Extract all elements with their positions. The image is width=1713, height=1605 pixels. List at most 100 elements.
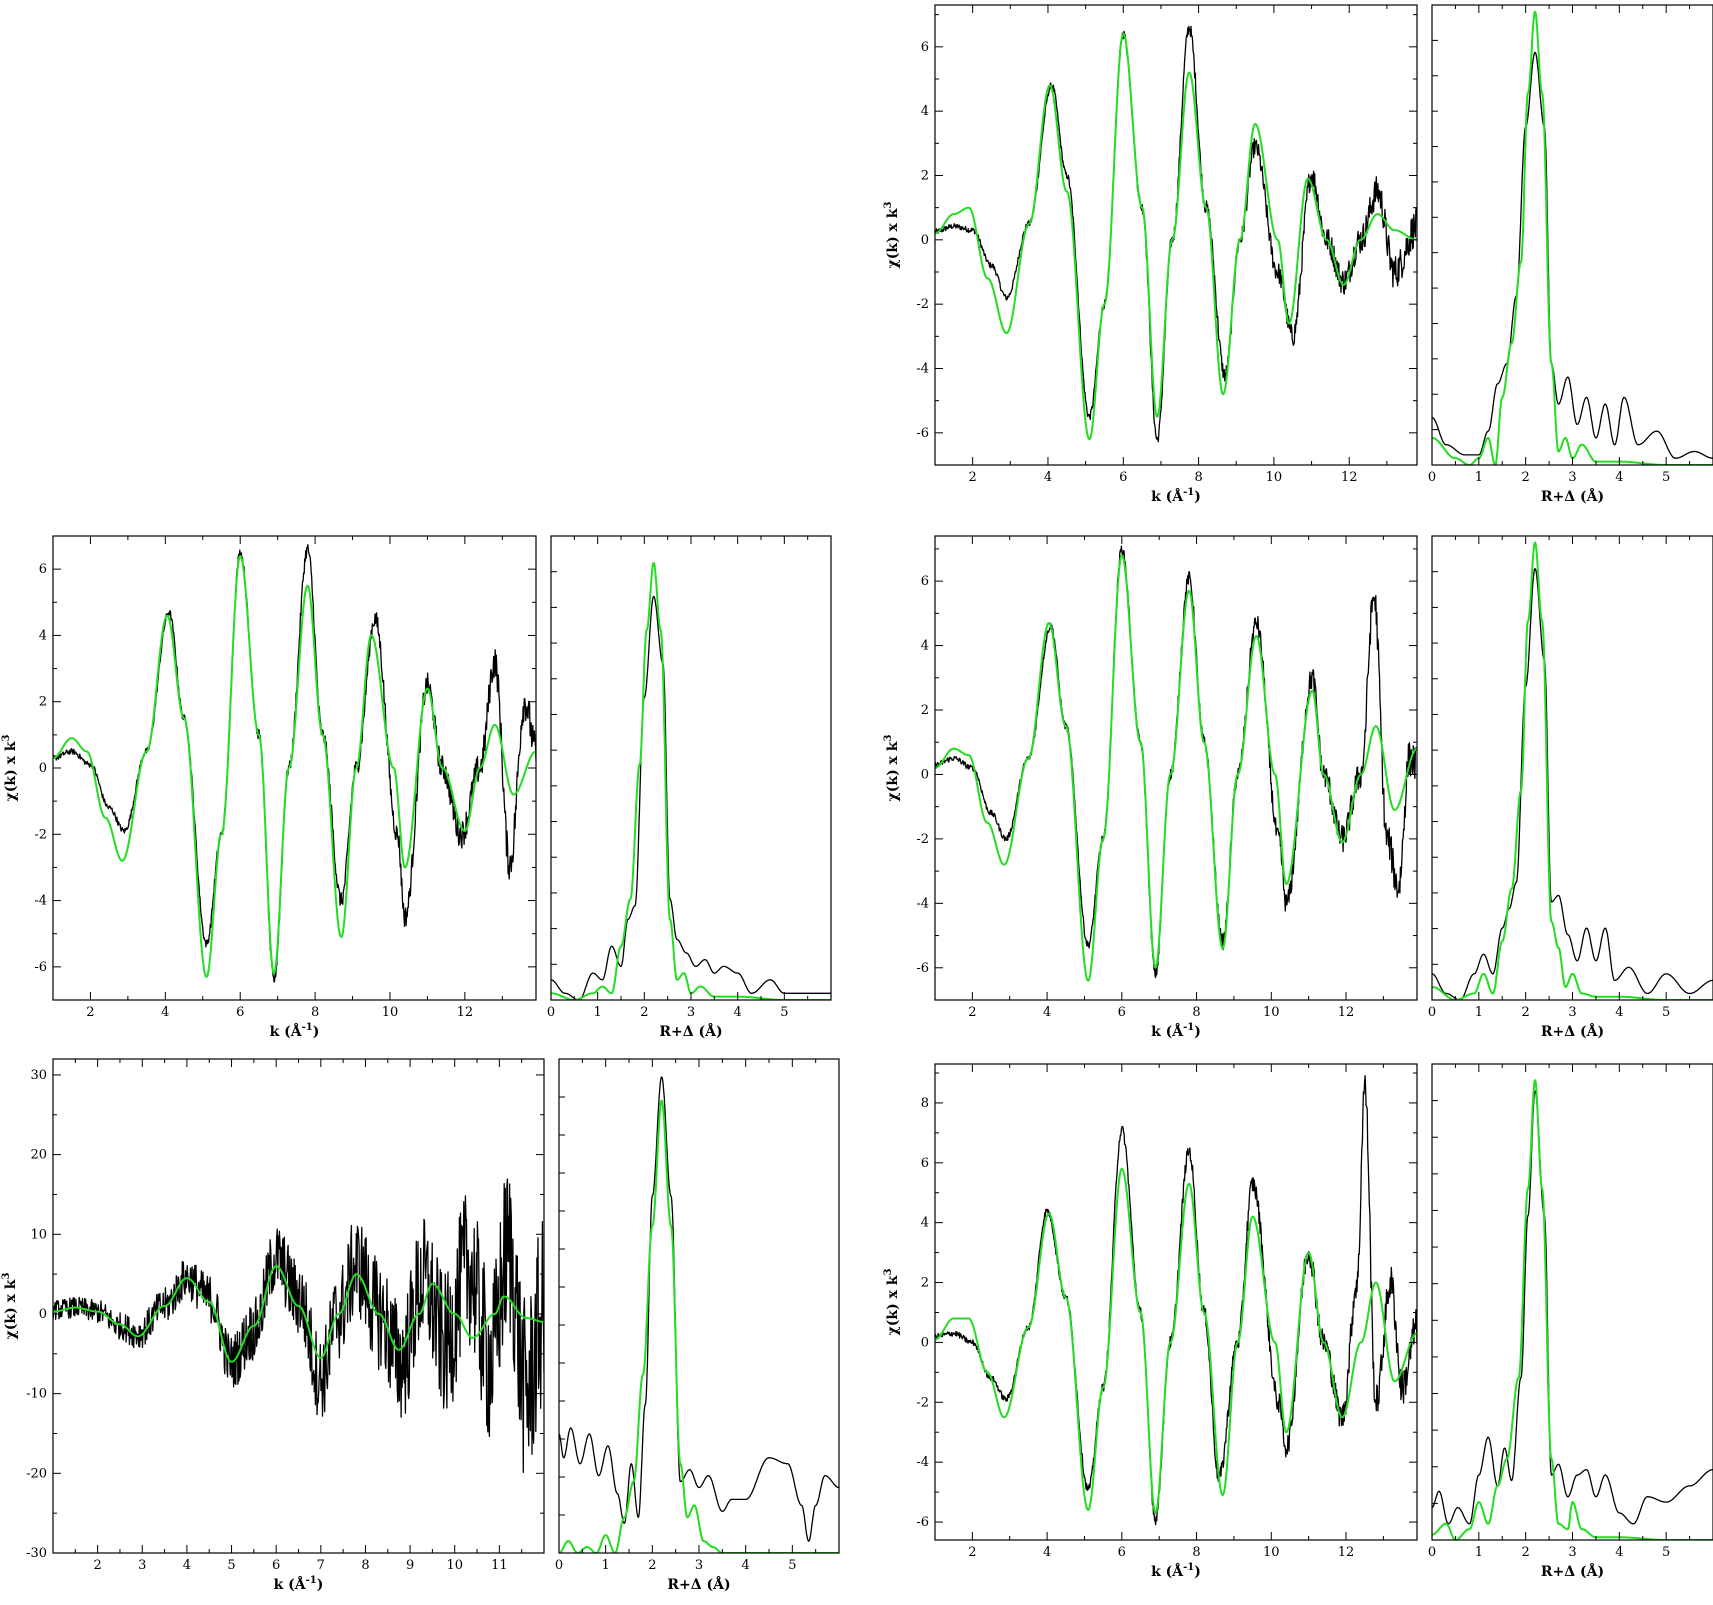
p5r-xtick-label: 0	[1428, 1545, 1436, 1560]
p3k-ytick-label: -6	[916, 961, 929, 976]
p1r-xtick-label: 4	[1615, 470, 1623, 485]
p5r-xtick-label: 2	[1522, 1545, 1530, 1560]
p4r-xtick-label: 5	[788, 1558, 796, 1573]
p4k-xtick-label: 2	[93, 1558, 101, 1573]
p1r-xtick-label: 3	[1568, 470, 1576, 485]
p4r-data-curve	[559, 1076, 839, 1542]
p5r-xtick-label: 3	[1568, 1545, 1576, 1560]
p4k-xtick-label: 4	[183, 1558, 191, 1573]
p5k-ytick-label: 4	[921, 1216, 929, 1231]
p3k-ytick-label: -2	[916, 832, 929, 847]
p4k-ytick-label: 0	[39, 1307, 47, 1322]
p4k-xtick-label: 10	[446, 1558, 463, 1573]
p2k-ytick-label: 0	[39, 761, 47, 776]
p4r-xtick-label: 2	[648, 1558, 656, 1573]
p2r-xlabel: R+Δ (Å)	[659, 1022, 722, 1040]
p5r-data-curve	[1432, 1090, 1713, 1525]
p1r-xtick-label: 2	[1522, 470, 1530, 485]
p1k-ytick-label: -6	[916, 426, 929, 441]
p3r-xtick-label: 0	[1428, 1005, 1436, 1020]
p5r-fit-curve	[1432, 1079, 1713, 1540]
p5k-xtick-label: 6	[1118, 1545, 1126, 1560]
p1r-xtick-label: 5	[1662, 470, 1670, 485]
p5k-xtick-label: 8	[1192, 1545, 1200, 1560]
p1r-xtick-label: 1	[1475, 470, 1483, 485]
p1r-xlabel: R+Δ (Å)	[1541, 487, 1604, 505]
p4r-xtick-label: 1	[602, 1558, 610, 1573]
p1k-xtick-label: 10	[1266, 470, 1283, 485]
p1k-ylabel: χ(k) x k3	[883, 202, 901, 269]
p4r-xlabel: R+Δ (Å)	[667, 1575, 730, 1593]
p3k-xtick-label: 8	[1192, 1005, 1200, 1020]
p2k-xtick-label: 8	[311, 1005, 319, 1020]
p3r-xtick-label: 4	[1615, 1005, 1623, 1020]
p1k-data-curve	[935, 25, 1417, 443]
p5r-frame	[1431, 1063, 1713, 1541]
p2k-ytick-label: 4	[39, 628, 47, 643]
p5k-ytick-label: 2	[921, 1276, 929, 1291]
p4k-xtick-label: 9	[406, 1558, 414, 1573]
p2k-ylabel: χ(k) x k3	[1, 735, 19, 802]
p1k-ytick-label: 0	[921, 233, 929, 248]
p5k-frame	[934, 1063, 1418, 1541]
p2r-data-curve	[551, 595, 831, 1000]
p2r-frame	[550, 535, 832, 1001]
p1r-data-curve	[1432, 51, 1713, 459]
p4k-ytick-label: 30	[30, 1068, 47, 1083]
p3r-xtick-label: 5	[1662, 1005, 1670, 1020]
p2r-xtick-label: 2	[640, 1005, 648, 1020]
p2r-xtick-label: 0	[547, 1005, 555, 1020]
p4k-data-curve	[53, 1178, 544, 1474]
p5k-ytick-label: -6	[916, 1515, 929, 1530]
panel-p3k: 2 4 6 8 10 12 -6 -4 -2 0 2 4 6 k (Å-1) χ(k) x k3	[883, 535, 1418, 1040]
p1k-ytick-label: 2	[921, 168, 929, 183]
p2r-xtick-label: 3	[687, 1005, 695, 1020]
p4k-ytick-label: 20	[30, 1148, 47, 1163]
p5k-ytick-label: 8	[921, 1096, 929, 1111]
p2k-xlabel: k (Å-1)	[270, 1022, 320, 1040]
p5k-xtick-label: 12	[1338, 1545, 1355, 1560]
p3k-ytick-label: 4	[921, 639, 929, 654]
p4k-xtick-label: 5	[227, 1558, 235, 1573]
p4k-ytick-label: -20	[26, 1466, 47, 1481]
p3r-fit-curve	[1432, 541, 1713, 1000]
p1k-xtick-label: 6	[1119, 470, 1127, 485]
p3k-xtick-label: 10	[1263, 1005, 1280, 1020]
p4r-fit-curve	[559, 1099, 839, 1553]
panel-p5r: 0 1 2 3 4 5 R+Δ (Å)	[1428, 1063, 1713, 1580]
p4k-xlabel: k (Å-1)	[274, 1575, 324, 1593]
p2k-xtick-label: 4	[161, 1005, 169, 1020]
p3k-ytick-label: 6	[921, 574, 929, 589]
p2k-xtick-label: 2	[86, 1005, 94, 1020]
p3r-frame	[1431, 535, 1713, 1001]
p3k-xtick-label: 12	[1338, 1005, 1355, 1020]
p3k-fit-curve	[935, 554, 1417, 982]
p5k-xtick-label: 10	[1263, 1545, 1280, 1560]
p2r-xtick-label: 5	[780, 1005, 788, 1020]
p5k-ytick-label: -2	[916, 1395, 929, 1410]
p2k-ytick-label: -6	[34, 960, 47, 975]
p3k-xtick-label: 2	[968, 1005, 976, 1020]
p5k-xlabel: k (Å-1)	[1151, 1562, 1201, 1580]
p1k-fit-curve	[935, 33, 1417, 441]
p1k-xlabel: k (Å-1)	[1151, 487, 1201, 505]
p4k-fit-curve	[53, 1265, 544, 1363]
p1r-xtick-label: 0	[1428, 470, 1436, 485]
p4r-xtick-label: 4	[742, 1558, 750, 1573]
p3k-xlabel: k (Å-1)	[1151, 1022, 1201, 1040]
p5r-xtick-label: 4	[1615, 1545, 1623, 1560]
p5r-xtick-label: 5	[1662, 1545, 1670, 1560]
p1k-xtick-label: 12	[1341, 470, 1358, 485]
p3k-frame	[934, 535, 1418, 1001]
p4r-frame	[558, 1058, 840, 1554]
p4k-ytick-label: -10	[26, 1387, 47, 1402]
p2k-data-curve	[53, 544, 536, 983]
p5k-xtick-label: 2	[968, 1545, 976, 1560]
p4k-ytick-label: 10	[30, 1227, 47, 1242]
p1k-ytick-label: 4	[921, 104, 929, 119]
p5r-xlabel: R+Δ (Å)	[1541, 1562, 1604, 1580]
p5k-ytick-label: 0	[921, 1335, 929, 1350]
p5k-xtick-label: 4	[1043, 1545, 1051, 1560]
p1k-ytick-label: -2	[916, 297, 929, 312]
